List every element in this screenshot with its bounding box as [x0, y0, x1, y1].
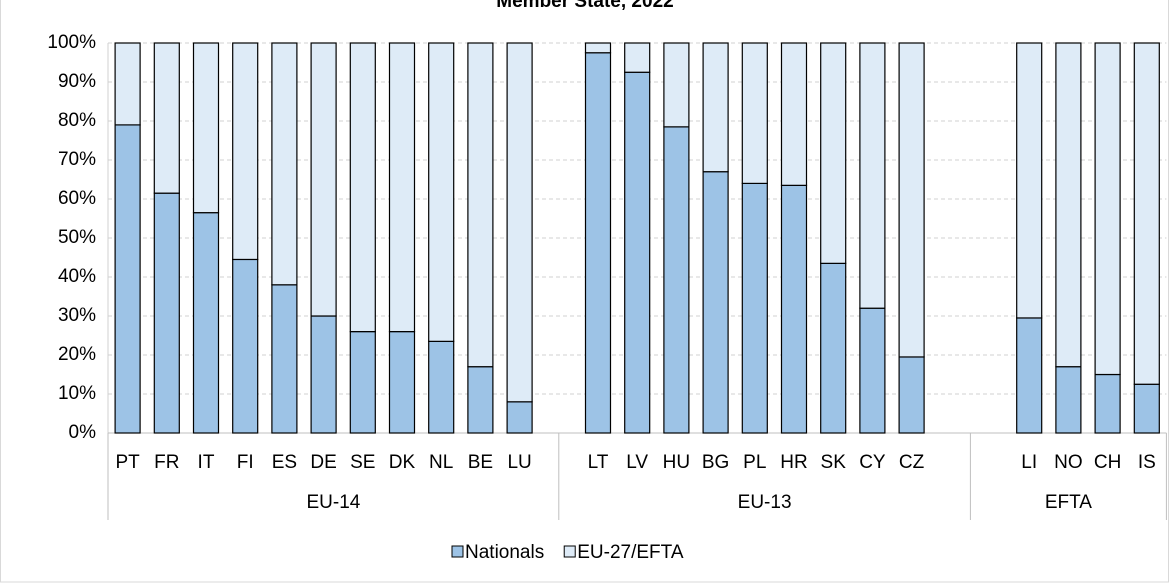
bar-segment — [859, 307, 886, 434]
legend-label: EU-27/EFTA — [577, 542, 684, 563]
bar-segment — [1055, 366, 1082, 434]
x-tick-label: DK — [389, 452, 416, 473]
bar-segment — [780, 184, 808, 434]
bar-segment — [898, 42, 925, 358]
x-tick-label: LI — [1021, 452, 1037, 473]
bar-segment — [584, 42, 612, 54]
x-tick-label: PT — [115, 452, 140, 473]
chart-title: Member State, 2022 — [496, 0, 673, 12]
bar-segment — [741, 182, 768, 434]
legend-swatch — [451, 545, 464, 558]
bar-segment — [702, 171, 729, 434]
bar-segment — [192, 212, 220, 434]
bar-segment — [663, 126, 690, 434]
x-tick-label: CY — [859, 452, 886, 473]
x-tick-label: IS — [1138, 452, 1156, 473]
y-tick-label: 70% — [58, 149, 96, 170]
x-tick-label: IT — [198, 452, 215, 473]
bar-segment — [624, 71, 651, 434]
y-tick-label: 30% — [58, 305, 96, 326]
x-tick-label: NO — [1054, 452, 1083, 473]
bar-segment — [1133, 42, 1160, 385]
x-tick-label: FI — [237, 452, 254, 473]
bar-segment — [192, 42, 220, 214]
bar-segment — [428, 42, 455, 342]
x-tick-label: HR — [780, 452, 807, 473]
x-tick-label: LU — [507, 452, 531, 473]
x-tick-label: LV — [626, 452, 648, 473]
y-tick-label: 60% — [58, 188, 96, 209]
bar-segment — [1016, 317, 1043, 434]
bar-segment — [388, 331, 416, 434]
bar-segment — [780, 42, 808, 186]
group-label: EU-13 — [738, 492, 792, 513]
group-label: EU-14 — [306, 492, 360, 513]
bar-segment — [467, 366, 494, 434]
y-tick-label: 0% — [69, 422, 97, 443]
bar-segment — [1094, 42, 1121, 376]
bar-segment — [153, 42, 180, 194]
x-tick-label: LT — [588, 452, 609, 473]
bar-segment — [820, 42, 847, 264]
x-tick-label: NL — [429, 452, 453, 473]
bar-segment — [232, 42, 259, 261]
bar-segment — [506, 42, 533, 403]
bar-segment — [114, 42, 141, 126]
bar-segment — [702, 42, 729, 173]
bar-segment — [428, 340, 455, 434]
bar-segment — [859, 42, 886, 309]
bar-segment — [232, 258, 259, 434]
bar-segment — [506, 401, 533, 434]
x-tick-label: DE — [310, 452, 336, 473]
x-tick-label: HU — [663, 452, 690, 473]
bar-segment — [1016, 42, 1043, 319]
x-tick-label: CH — [1094, 452, 1121, 473]
bar-segment — [1055, 42, 1082, 368]
y-tick-label: 50% — [58, 227, 96, 248]
bar-segment — [271, 284, 298, 434]
bar-segment — [349, 331, 376, 434]
x-tick-label: FR — [154, 452, 179, 473]
bar-segment — [310, 42, 337, 317]
y-tick-label: 90% — [58, 71, 96, 92]
y-tick-label: 40% — [58, 266, 96, 287]
x-tick-label: BG — [702, 452, 729, 473]
bar-segment — [271, 42, 298, 286]
x-tick-label: ES — [272, 452, 297, 473]
group-label: EFTA — [1045, 492, 1092, 513]
legend-swatch — [563, 545, 576, 558]
x-tick-label: SE — [350, 452, 375, 473]
x-tick-label: CZ — [899, 452, 925, 473]
legend-label: Nationals — [465, 542, 544, 563]
bar-segment — [898, 356, 925, 434]
bar-segment — [584, 52, 612, 434]
bar-segment — [1133, 383, 1160, 434]
y-tick-label: 100% — [47, 32, 96, 53]
bar-segment — [624, 42, 651, 73]
x-tick-label: PL — [743, 452, 766, 473]
bar-segment — [153, 192, 180, 434]
x-tick-label: BE — [468, 452, 493, 473]
bar-segment — [1094, 373, 1121, 434]
bar-segment — [349, 42, 376, 333]
x-tick-label: SK — [821, 452, 847, 473]
bar-segment — [310, 315, 337, 434]
bar-segment — [114, 124, 141, 434]
y-tick-label: 20% — [58, 344, 96, 365]
bar-segment — [663, 42, 690, 128]
bar-segment — [467, 42, 494, 368]
y-tick-label: 80% — [58, 110, 96, 131]
bar-segment — [820, 262, 847, 434]
bar-segment — [388, 42, 416, 333]
bar-segment — [741, 42, 768, 184]
y-tick-label: 10% — [58, 383, 96, 404]
